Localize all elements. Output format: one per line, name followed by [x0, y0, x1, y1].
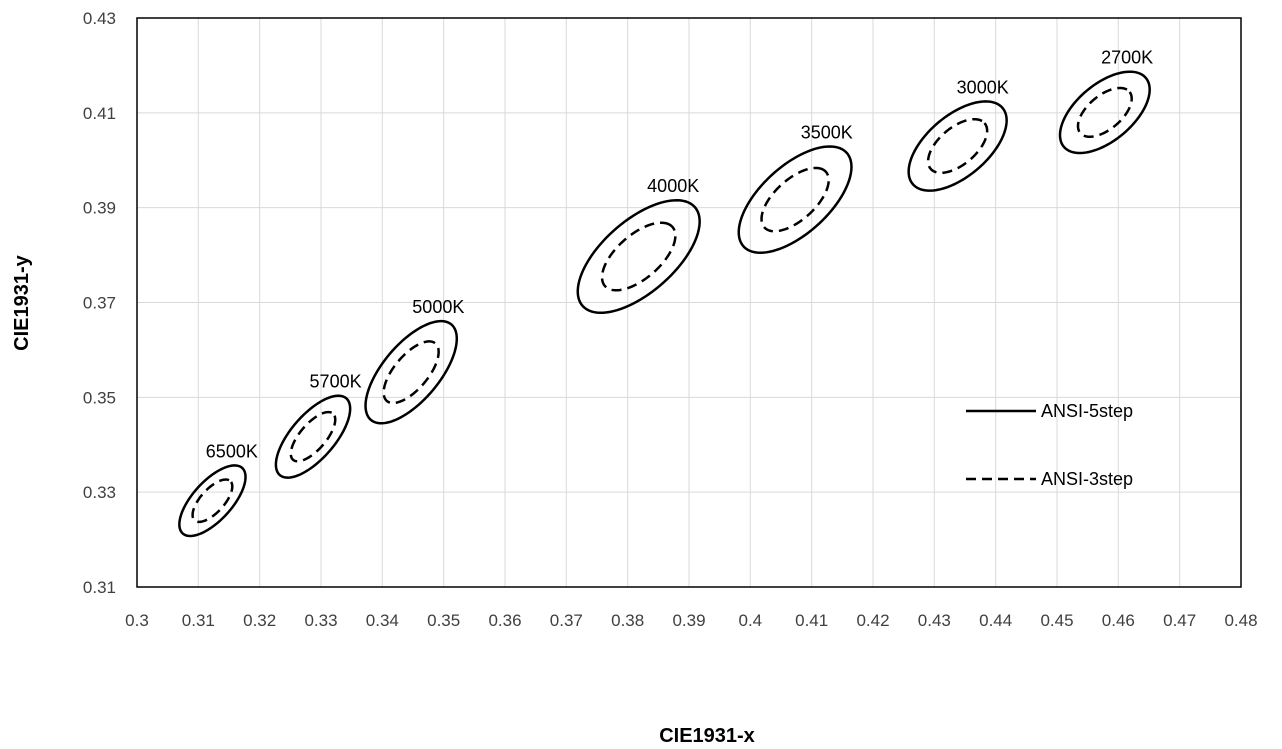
x-tick-label: 0.36 — [488, 611, 521, 630]
ellipse-3step-3500K — [760, 166, 830, 233]
ellipse-3step-2700K — [1076, 86, 1133, 138]
ellipse-label-5000K: 5000K — [412, 297, 464, 317]
x-tick-label: 0.3 — [125, 611, 149, 630]
x-tick-label: 0.42 — [856, 611, 889, 630]
y-tick-labels: 0.31 0.33 0.35 0.37 0.39 0.41 0.43 — [83, 9, 116, 597]
x-tick-label: 0.41 — [795, 611, 828, 630]
x-axis-title: CIE1931-x — [659, 725, 755, 747]
ellipse-label-6500K: 6500K — [206, 441, 258, 461]
y-axis-title: CIE1931-y — [11, 254, 33, 350]
y-tick-label: 0.37 — [83, 294, 116, 313]
x-tick-labels: 0.3 0.31 0.32 0.33 0.34 0.35 0.36 0.37 0.38 0.39 0… — [125, 611, 1257, 630]
ellipse-label-3500K: 3500K — [801, 122, 853, 142]
grid-lines — [137, 18, 1241, 587]
x-tick-label: 0.48 — [1224, 611, 1257, 630]
ellipse-5step-3500K — [737, 145, 853, 255]
x-tick-label: 0.33 — [304, 611, 337, 630]
x-tick-label: 0.46 — [1102, 611, 1135, 630]
x-tick-label: 0.37 — [550, 611, 583, 630]
ellipse-5step-3000K — [907, 100, 1008, 192]
y-tick-label: 0.31 — [83, 578, 116, 597]
ellipse-5step-4000K — [576, 198, 701, 315]
x-tick-label: 0.31 — [182, 611, 215, 630]
ellipse-3step-5000K — [382, 340, 440, 405]
ellipse-label-4000K: 4000K — [647, 176, 699, 196]
x-tick-label: 0.47 — [1163, 611, 1196, 630]
ellipse-label-2700K: 2700K — [1101, 48, 1153, 68]
x-tick-label: 0.39 — [672, 611, 705, 630]
y-tick-label: 0.41 — [83, 104, 116, 123]
x-tick-label: 0.34 — [366, 611, 399, 630]
x-tick-label: 0.44 — [979, 611, 1012, 630]
ellipse-3step-5700K — [289, 410, 337, 463]
ellipse-5step-5700K — [274, 394, 352, 479]
ellipse-3step-6500K — [191, 478, 234, 524]
y-tick-label: 0.43 — [83, 9, 116, 28]
ellipse-5step-2700K — [1058, 70, 1151, 155]
x-tick-label: 0.32 — [243, 611, 276, 630]
legend: ANSI-5step ANSI-3step — [966, 401, 1133, 489]
ellipse-5step-6500K — [178, 464, 247, 538]
legend-label-ANSI-5step: ANSI-5step — [1041, 401, 1133, 421]
y-tick-label: 0.35 — [83, 388, 116, 407]
legend-label-ANSI-3step: ANSI-3step — [1041, 469, 1133, 489]
ellipse-3step-4000K — [600, 221, 677, 292]
x-tick-label: 0.38 — [611, 611, 644, 630]
x-tick-label: 0.4 — [739, 611, 763, 630]
ellipse-label-3000K: 3000K — [957, 77, 1009, 97]
ellipse-label-5700K: 5700K — [310, 372, 362, 392]
ellipse-3step-3000K — [926, 117, 989, 175]
ellipse-5step-5000K — [364, 319, 459, 425]
ellipse-group — [178, 70, 1151, 538]
x-tick-label: 0.45 — [1040, 611, 1073, 630]
y-tick-label: 0.33 — [83, 483, 116, 502]
y-tick-label: 0.39 — [83, 199, 116, 218]
ellipse-labels: 6500K 5700K 5000K 4000K 3500K 3000K 2700K — [206, 48, 1153, 462]
plot-area-frame — [136, 17, 1242, 588]
x-tick-label: 0.35 — [427, 611, 460, 630]
x-tick-label: 0.43 — [918, 611, 951, 630]
